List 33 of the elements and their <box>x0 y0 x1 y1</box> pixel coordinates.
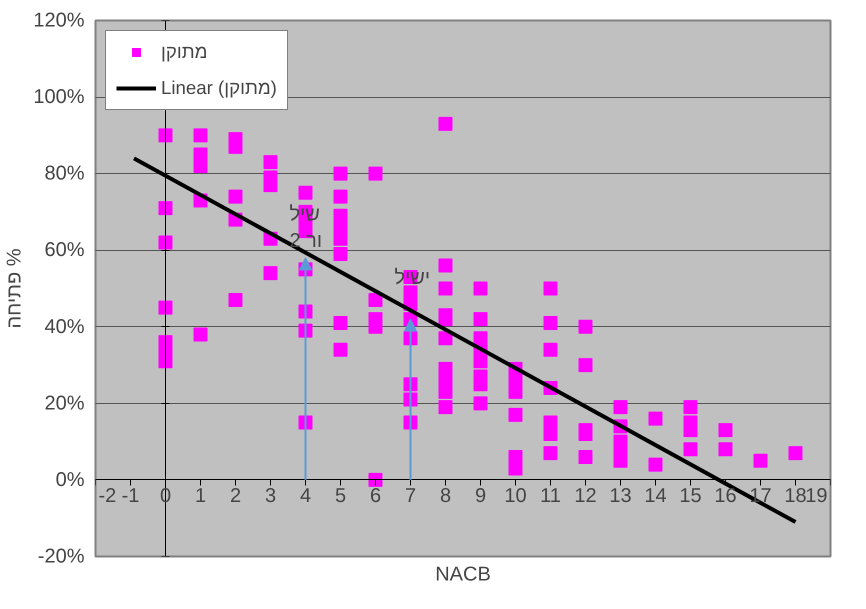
x-tick-label: 16 <box>714 484 737 507</box>
y-tick-label: 100% <box>33 86 85 108</box>
y-tick-label: -20% <box>38 546 85 568</box>
x-tick-label: 4 <box>300 484 312 507</box>
x-tick-label: 8 <box>440 484 452 507</box>
x-tick-label: 14 <box>644 484 667 507</box>
y-tick-label: 80% <box>44 162 85 185</box>
x-tick-label: 7 <box>404 484 416 507</box>
y-tick-label: 120% <box>33 10 85 32</box>
y-tick-label: 20% <box>44 392 85 414</box>
y-tick-label: 40% <box>44 316 85 338</box>
x-tick-label: 11 <box>540 484 561 507</box>
x-axis-title: NACB <box>435 564 491 586</box>
x-tick-label: 15 <box>679 484 702 507</box>
x-tick-label: 6 <box>370 484 382 507</box>
y-tick-label: 60% <box>44 239 85 262</box>
x-tick-label: 10 <box>504 484 527 507</box>
x-tick-label: 1 <box>194 484 206 507</box>
x-tick-label: -2 <box>98 484 116 507</box>
x-tick-label: 5 <box>334 484 346 507</box>
x-tick-label: -1 <box>122 484 140 507</box>
x-tick-label: 17 <box>749 484 772 507</box>
x-tick-label: 19 <box>805 484 828 507</box>
x-tick-label: 9 <box>474 484 486 507</box>
x-tick-label: 13 <box>609 484 632 507</box>
x-tick-label: 2 <box>230 484 242 507</box>
y-axis-title: פתיחה % <box>3 248 26 328</box>
legend-label: Linear (מתוקן) <box>161 77 277 99</box>
x-tick-label: 12 <box>574 484 597 507</box>
legend-label: מתוקן <box>161 41 208 63</box>
x-tick-label: 18 <box>784 484 807 507</box>
y-tick-label: 0% <box>56 468 85 491</box>
x-tick-label: 3 <box>264 484 276 507</box>
